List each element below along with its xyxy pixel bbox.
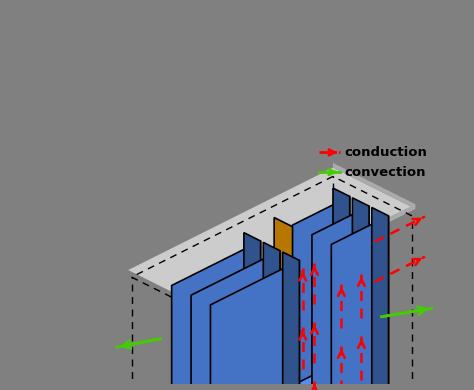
Polygon shape	[295, 375, 369, 390]
Polygon shape	[219, 381, 356, 390]
Polygon shape	[210, 204, 415, 311]
Polygon shape	[315, 385, 389, 390]
Polygon shape	[333, 188, 350, 374]
Polygon shape	[244, 233, 261, 390]
Polygon shape	[263, 242, 280, 390]
Polygon shape	[301, 245, 329, 390]
Text: convection: convection	[344, 166, 426, 179]
Polygon shape	[352, 198, 369, 383]
Polygon shape	[292, 197, 350, 390]
Polygon shape	[267, 346, 356, 390]
Polygon shape	[274, 218, 329, 390]
Text: conduction: conduction	[344, 146, 427, 159]
Polygon shape	[210, 261, 300, 390]
Polygon shape	[172, 241, 261, 390]
Polygon shape	[128, 168, 415, 311]
Polygon shape	[372, 207, 389, 390]
Polygon shape	[283, 252, 300, 390]
Polygon shape	[312, 206, 369, 390]
Polygon shape	[333, 163, 415, 209]
Polygon shape	[276, 365, 350, 390]
Polygon shape	[191, 251, 280, 390]
Polygon shape	[331, 216, 389, 390]
Bar	[301, 388, 308, 390]
